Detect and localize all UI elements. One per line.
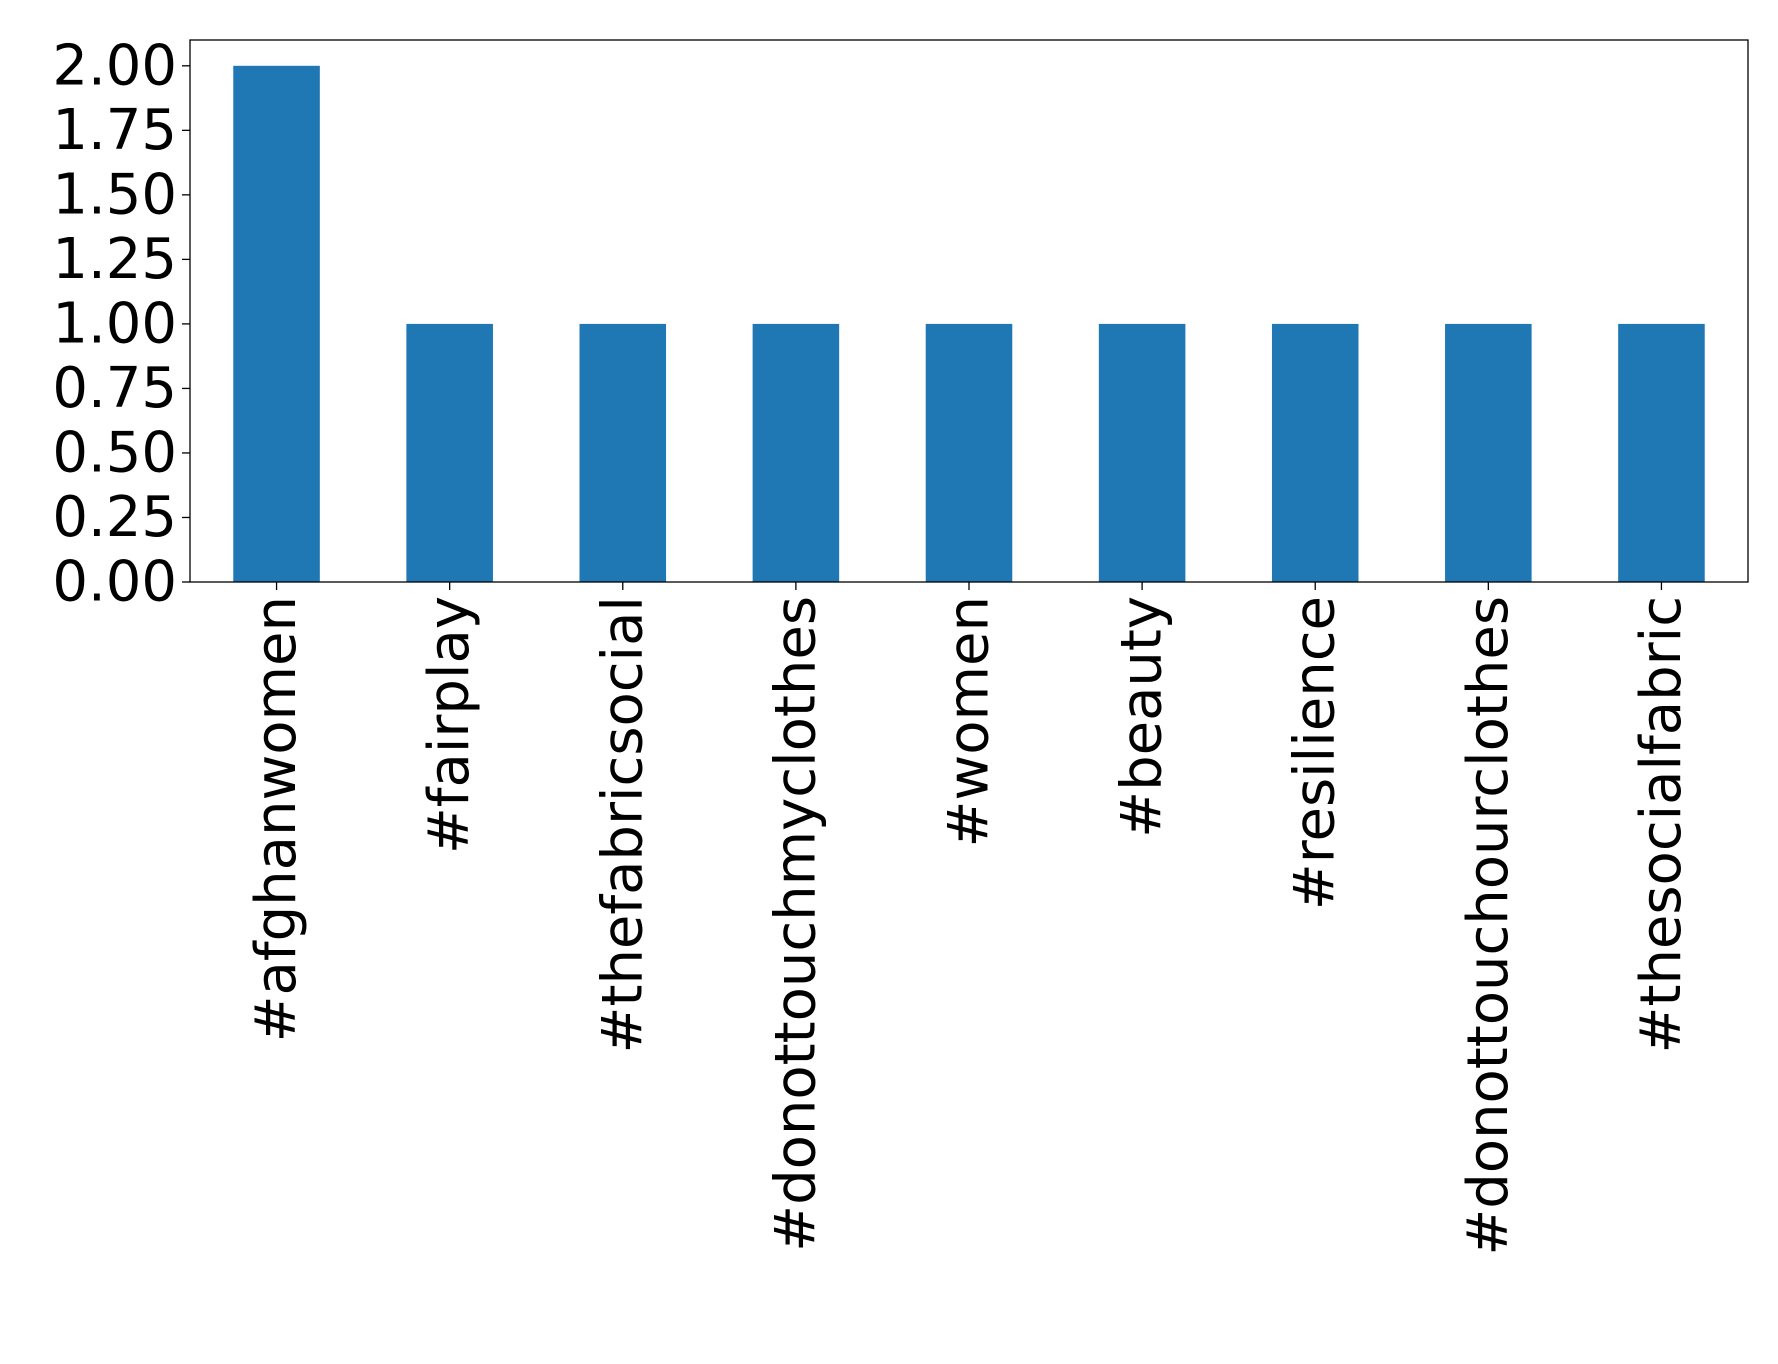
y-tick-label: 1.75	[52, 98, 177, 163]
bar	[1098, 323, 1186, 582]
y-tick-label: 1.50	[52, 162, 177, 227]
x-tick-label: #donottouchourclothes	[1456, 596, 1521, 1256]
y-tick-label: 0.25	[52, 485, 177, 550]
y-tick-label: 0.50	[52, 420, 177, 485]
bar	[1445, 323, 1532, 582]
x-tick-label: #beauty	[1110, 596, 1175, 838]
y-tick-label: 1.00	[52, 291, 177, 356]
bar	[579, 323, 667, 582]
bar	[1618, 323, 1705, 582]
plot-frame	[189, 39, 1749, 583]
bar	[1271, 323, 1359, 582]
x-tick-label: #thesocialfabric	[1629, 596, 1694, 1053]
x-tick-label: #donottouchmyclothes	[763, 596, 828, 1252]
x-tick-label: #thefabricsocial	[590, 596, 655, 1053]
y-tick-label: 1.25	[52, 227, 177, 292]
y-tick-label: 0.00	[52, 550, 177, 615]
y-axis: 0.000.250.500.751.001.251.501.752.00	[52, 33, 190, 615]
x-tick-label: #fairplay	[417, 596, 482, 854]
bars-group	[233, 65, 1705, 583]
bar	[925, 323, 1013, 582]
x-tick-label: #women	[937, 596, 1002, 847]
x-axis: #afghanwomen #fairplay #thefabricsocial #do…	[244, 582, 1694, 1256]
x-tick-label: #afghanwomen	[244, 596, 309, 1042]
bar	[752, 323, 840, 582]
y-tick-label: 2.00	[52, 33, 177, 98]
y-tick-label: 0.75	[52, 356, 177, 421]
bar	[406, 323, 493, 582]
bar	[233, 65, 320, 583]
x-tick-label: #resilience	[1283, 596, 1348, 910]
